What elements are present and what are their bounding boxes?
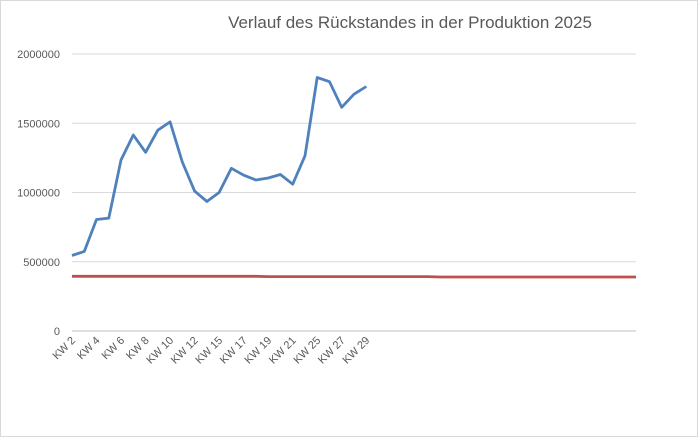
y-tick-label: 1500000 xyxy=(17,118,60,130)
data-line xyxy=(71,76,368,257)
chart-title: Verlauf des Rückstandes in der Produktio… xyxy=(228,13,592,32)
data-line xyxy=(72,274,636,279)
y-tick-label: 0 xyxy=(54,326,60,338)
y-tick-label: 2000000 xyxy=(17,49,60,61)
y-tick-label: 1000000 xyxy=(17,188,60,200)
y-tick-label: 500000 xyxy=(23,257,60,269)
